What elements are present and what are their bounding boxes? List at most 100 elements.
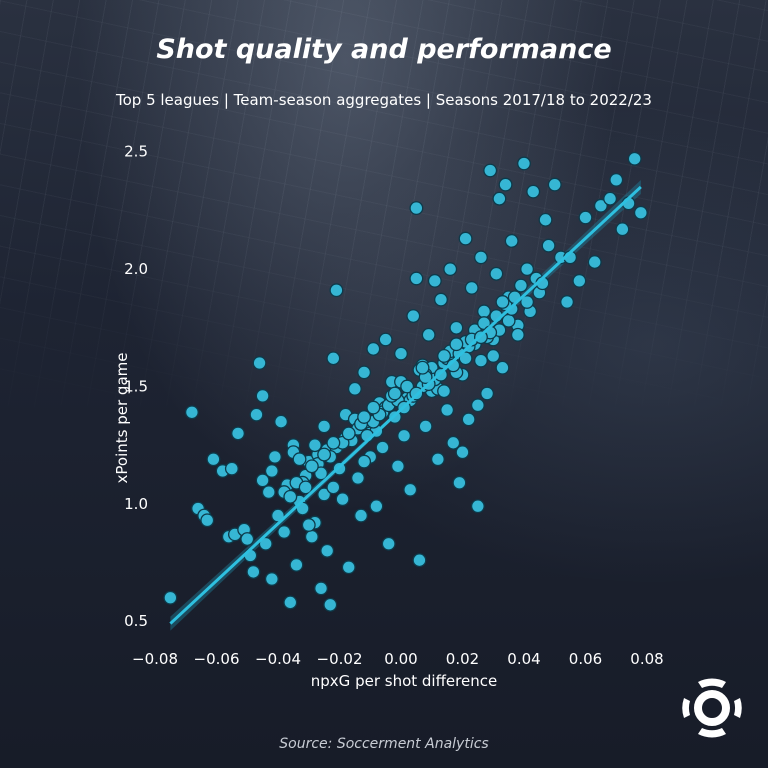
scatter-point — [437, 349, 452, 363]
scatter-point — [326, 435, 341, 450]
scatter-point — [304, 459, 319, 474]
scatter-point — [314, 466, 329, 481]
scatter-point — [341, 560, 356, 575]
scatter-point — [409, 201, 424, 216]
scatter-point — [369, 499, 384, 514]
x-tick-label: −0.02 — [317, 650, 363, 668]
regression-line-layer — [169, 185, 642, 625]
scatter-point — [320, 543, 335, 558]
scatter-point — [292, 452, 307, 467]
scatter-point — [246, 564, 261, 579]
scatter-point — [483, 163, 498, 178]
scatter-point — [366, 341, 381, 356]
scatter-point — [357, 410, 372, 424]
y-tick-label: 1.0 — [124, 495, 148, 513]
x-axis-label: npxG per shot difference — [311, 672, 497, 690]
scatter-point — [443, 262, 458, 277]
scatter-point — [458, 351, 473, 366]
scatter-point — [464, 280, 479, 295]
scatter-point — [317, 487, 332, 502]
x-tick-label: 0.02 — [446, 650, 479, 668]
x-tick-label: 0.00 — [384, 650, 417, 668]
scatter-point — [184, 405, 199, 420]
scatter-point — [378, 332, 393, 347]
scatter-point — [492, 191, 507, 206]
scatter-point — [449, 320, 464, 335]
scatter-point — [455, 445, 470, 460]
scatter-point — [347, 381, 362, 396]
scatter-point — [354, 508, 368, 523]
chart-title: Shot quality and performance — [156, 34, 612, 65]
scatter-point — [301, 518, 316, 532]
scatter-point — [409, 271, 424, 286]
scatter-point — [489, 266, 504, 281]
scatter-point — [449, 337, 464, 352]
scatter-point — [390, 459, 405, 474]
scatter-point — [434, 367, 448, 382]
scatter-point — [357, 365, 372, 380]
soccerment-logo-icon — [682, 678, 742, 738]
scatter-point — [323, 597, 338, 612]
x-tick-label: −0.08 — [132, 650, 178, 668]
scatter-point — [357, 454, 372, 469]
scatter-point — [412, 553, 427, 568]
scatter-point — [446, 435, 461, 450]
scatter-point — [267, 449, 282, 464]
scatter-point — [406, 309, 421, 324]
y-tick-label: 1.5 — [124, 377, 148, 395]
scatter-point — [255, 388, 270, 403]
scatter-point — [434, 292, 448, 307]
scatter-point — [418, 419, 433, 434]
scatter-point — [461, 412, 476, 427]
scatter-point — [314, 581, 329, 596]
scatter-point — [474, 353, 488, 368]
scatter-point — [163, 590, 178, 605]
scatter-point — [283, 489, 298, 504]
scatter-point — [470, 398, 485, 413]
scatter-point — [480, 386, 495, 401]
scatter-point — [277, 525, 292, 539]
scatter-point — [541, 238, 556, 253]
x-tick-label: −0.04 — [255, 650, 301, 668]
scatter-point — [255, 473, 270, 488]
scatter-point — [335, 492, 350, 507]
scatter-point — [477, 304, 491, 319]
scatter-point — [526, 184, 541, 199]
x-tick-label: 0.08 — [630, 650, 663, 668]
scatter-point — [264, 464, 279, 478]
scatter-point — [615, 222, 630, 237]
scatter-point — [495, 295, 510, 309]
scatter-point — [430, 452, 445, 467]
scatter-point — [458, 231, 473, 246]
scatter-point — [474, 250, 488, 265]
scatter-point — [307, 438, 322, 453]
scatter-point — [560, 295, 575, 309]
scatter-point — [470, 499, 485, 514]
source-note: Source: Soccerment Analytics — [279, 736, 489, 752]
scatter-point — [317, 419, 332, 434]
scatter-point — [304, 529, 319, 544]
scatter-point — [258, 536, 273, 551]
scatter-point — [403, 482, 418, 497]
scatter-point — [283, 595, 298, 610]
y-tick-labels: 0.5 1.0 1.5 2.0 2.5 — [124, 143, 148, 630]
scatter-point — [547, 177, 562, 192]
scatter-point — [486, 349, 501, 363]
scatter-point — [421, 327, 436, 342]
scatter-point — [231, 426, 245, 441]
x-tick-labels: −0.08 −0.06 −0.04 −0.02 0.00 0.02 0.04 0.06 0.08 — [132, 650, 664, 668]
scatter-point — [366, 400, 381, 415]
scatter-point — [440, 403, 455, 417]
scatter-point — [593, 198, 608, 213]
x-tick-label: −0.06 — [194, 650, 240, 668]
scatter-point — [510, 327, 525, 342]
y-tick-label: 2.5 — [124, 143, 148, 161]
scatter-point — [400, 379, 415, 394]
scatter-point — [627, 151, 642, 166]
scatter-point — [341, 426, 356, 441]
scatter-point — [394, 346, 408, 361]
scatter-point — [578, 210, 593, 225]
